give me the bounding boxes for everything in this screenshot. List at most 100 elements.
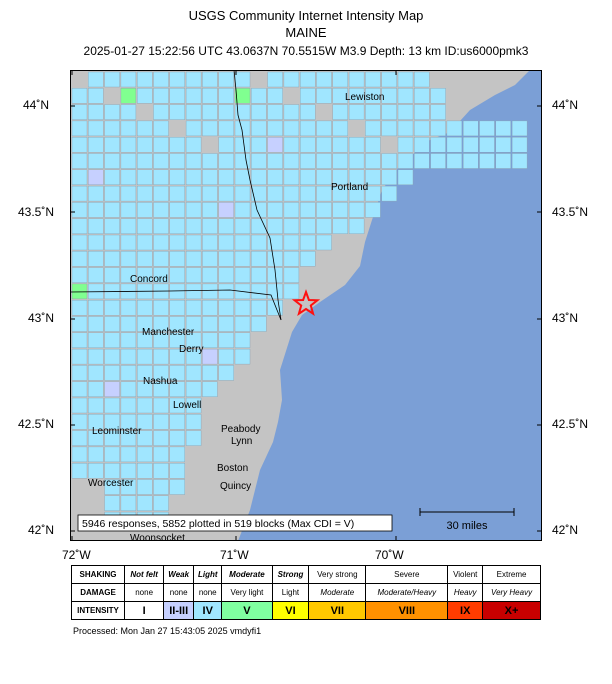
intensity-block xyxy=(234,251,251,267)
intensity-block xyxy=(267,218,283,234)
intensity-block xyxy=(365,153,381,169)
lat-label-right: 44˚N xyxy=(552,98,579,112)
intensity-block xyxy=(136,267,153,283)
intensity-block xyxy=(153,430,169,446)
intensity-block xyxy=(218,153,234,169)
intensity-block xyxy=(316,218,332,234)
place-label: Nashua xyxy=(143,376,178,387)
intensity-block xyxy=(283,267,300,283)
intensity-block xyxy=(136,153,153,169)
place-label: Peabody xyxy=(221,424,260,435)
intensity-block xyxy=(169,430,186,446)
intensity-block xyxy=(430,153,446,169)
intensity-block xyxy=(185,251,202,267)
intensity-block xyxy=(511,153,528,169)
intensity-block xyxy=(332,202,348,218)
intensity-block xyxy=(397,136,414,153)
intensity-block xyxy=(104,251,120,267)
intensity-block xyxy=(446,120,463,137)
intensity-block xyxy=(495,120,511,137)
intensity-block xyxy=(169,283,186,300)
intensity-block xyxy=(202,234,218,251)
intensity-block xyxy=(153,397,169,414)
intensity-block xyxy=(381,169,397,186)
intensity-block xyxy=(414,104,430,120)
intensity-block xyxy=(71,185,88,202)
intensity-block xyxy=(120,185,137,202)
legend-cell: Moderate/Heavy xyxy=(365,583,449,602)
intensity-block xyxy=(381,88,397,104)
intensity-block xyxy=(185,234,202,251)
intensity-block xyxy=(185,348,202,365)
intensity-block xyxy=(104,495,120,511)
intensity-block xyxy=(267,104,283,120)
intensity-block xyxy=(153,348,169,365)
intensity-block xyxy=(136,348,153,365)
intensity-block xyxy=(299,153,316,169)
intensity-block xyxy=(381,104,397,120)
place-label: Concord xyxy=(130,274,168,285)
intensity-block xyxy=(169,251,186,267)
intensity-block xyxy=(299,169,316,186)
intensity-block xyxy=(120,381,137,397)
intensity-block xyxy=(120,414,137,430)
legend-cell: none xyxy=(193,583,223,602)
intensity-block xyxy=(299,88,316,104)
intensity-block xyxy=(218,332,234,348)
intensity-block xyxy=(218,234,234,251)
intensity-block xyxy=(104,267,120,283)
intensity-block xyxy=(251,267,267,283)
intensity-block xyxy=(365,88,381,104)
intensity-block xyxy=(430,88,446,104)
intensity-block xyxy=(71,120,88,137)
intensity-block xyxy=(71,169,88,186)
lat-label-left: 44˚N xyxy=(23,98,50,112)
intensity-grid xyxy=(71,71,528,528)
intensity-block xyxy=(71,267,88,283)
intensity-block xyxy=(153,332,169,348)
intensity-block xyxy=(153,299,169,316)
intensity-block xyxy=(316,234,332,251)
intensity-block xyxy=(169,381,186,397)
intensity-block xyxy=(202,365,218,381)
intensity-block xyxy=(202,169,218,186)
intensity-block xyxy=(136,120,153,137)
intensity-block xyxy=(136,251,153,267)
intensity-map[interactable]: Lewiston Portland Concord Manchester Derry Na… xyxy=(70,70,542,541)
intensity-block xyxy=(316,71,332,88)
state-border xyxy=(233,70,282,321)
intensity-block xyxy=(365,136,381,153)
intensity-block xyxy=(104,381,120,397)
intensity-block xyxy=(283,153,300,169)
intensity-block xyxy=(283,234,300,251)
intensity-block xyxy=(218,71,234,88)
intensity-block xyxy=(218,104,234,120)
intensity-block xyxy=(332,104,348,120)
intensity-block xyxy=(88,234,104,251)
intensity-block xyxy=(267,153,283,169)
intensity-block xyxy=(218,218,234,234)
intensity-block xyxy=(332,120,348,137)
intensity-block xyxy=(88,104,104,120)
intensity-block xyxy=(71,88,88,104)
intensity-block xyxy=(153,136,169,153)
intensity-block xyxy=(136,414,153,430)
intensity-block xyxy=(120,397,137,414)
intensity-block xyxy=(185,104,202,120)
intensity-block xyxy=(88,185,104,202)
legend-intensity-cell: V xyxy=(221,601,273,620)
intensity-block xyxy=(299,218,316,234)
intensity-block xyxy=(104,153,120,169)
intensity-block xyxy=(267,185,283,202)
intensity-block xyxy=(348,136,365,153)
intensity-block xyxy=(365,202,381,218)
intensity-block xyxy=(251,136,267,153)
intensity-block xyxy=(185,185,202,202)
responses-text: 5946 responses, 5852 plotted in 519 bloc… xyxy=(82,518,354,530)
intensity-block xyxy=(169,202,186,218)
place-label: Quincy xyxy=(220,481,251,492)
intensity-block xyxy=(430,136,446,153)
intensity-block xyxy=(120,463,137,479)
place-label: Derry xyxy=(179,344,203,355)
intensity-block xyxy=(430,104,446,120)
